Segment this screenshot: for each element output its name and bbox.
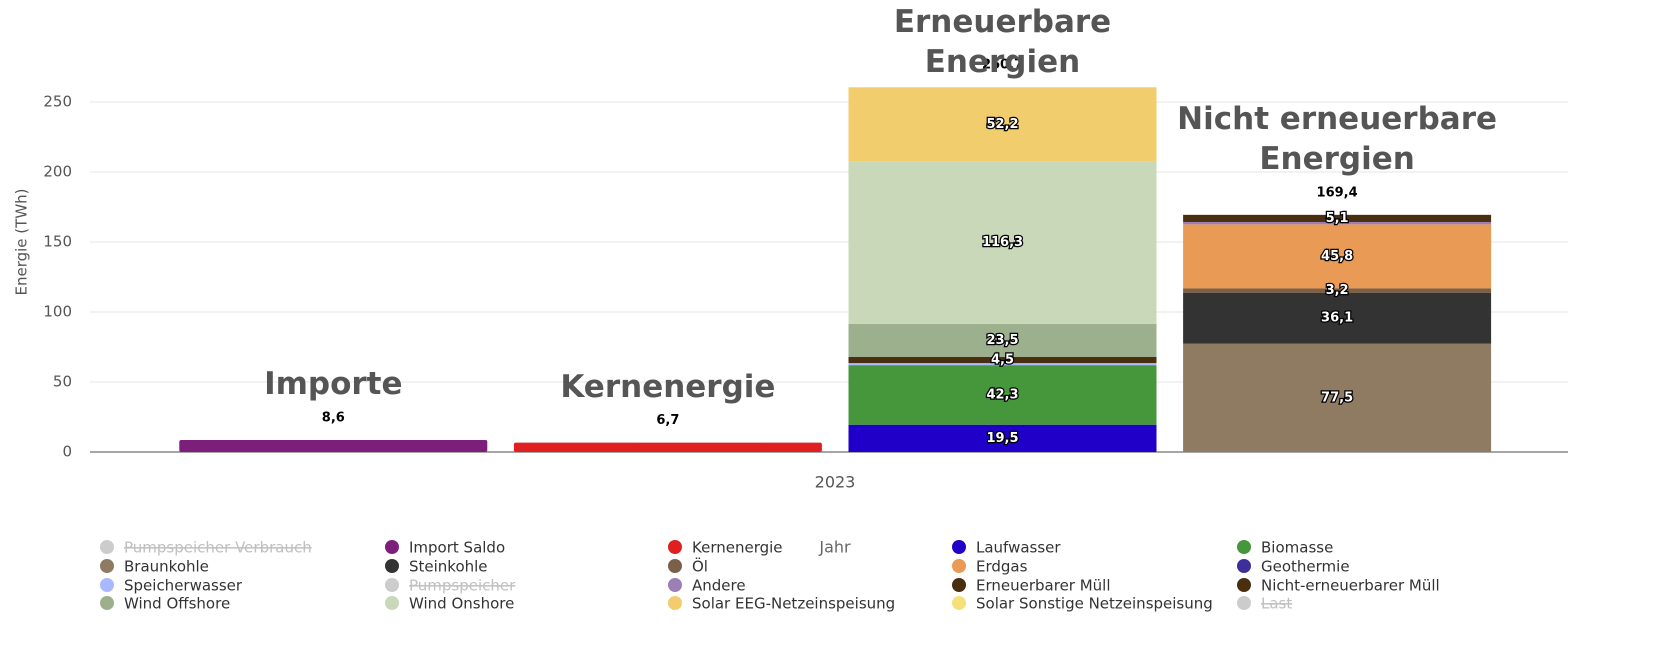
x-tick-label: 2023 [815,473,856,492]
data-label: 3,2 [1326,283,1349,298]
legend-label[interactable]: Import Saldo [409,539,505,557]
data-label: 116,3 [982,235,1023,250]
bar-segment [848,356,1157,364]
legend-marker [952,540,966,554]
legend-label[interactable]: Braunkohle [124,558,209,576]
stack-title: Importe [264,365,403,402]
data-label: 19,5 [986,431,1018,446]
bar-segment [848,161,1157,324]
y-axis-label: Energie (TWh) [13,188,31,295]
y-tick-label: 0 [62,443,72,461]
bar-segment [848,323,1157,357]
y-tick-label: 50 [53,373,72,391]
data-label: 77,5 [1321,390,1353,405]
bar-segment [848,363,1157,366]
legend-label[interactable]: Öl [692,557,708,576]
legend-marker [952,596,966,610]
stack-total-label: 169,4 [1317,185,1358,200]
legend-label[interactable]: Biomasse [1261,539,1333,557]
legend-marker [385,559,399,573]
data-label: 52,2 [986,117,1018,132]
bar-segment [1183,221,1492,225]
legend-label[interactable]: Steinkohle [409,558,488,576]
legend-marker [668,559,682,573]
legend-marker [100,578,114,592]
bar-segment [848,87,1157,88]
bar-segment [1183,288,1492,293]
legend-marker [1237,596,1251,610]
bar-segment [1183,343,1492,452]
legend-marker [100,540,114,554]
legend-marker [385,578,399,592]
y-tick-label: 250 [43,93,72,111]
legend-marker [385,540,399,554]
legend-marker [668,578,682,592]
legend-marker [952,578,966,592]
bar-segment [1183,292,1492,344]
stack-title: Kernenergie [560,368,776,405]
legend-label[interactable]: Pumpspeicher Verbrauch [124,539,312,557]
legend-label[interactable]: Nicht-erneuerbarer Müll [1261,577,1440,595]
legend-label[interactable]: Wind Onshore [409,595,514,613]
y-tick-label: 100 [43,303,72,321]
legend-marker [668,596,682,610]
data-label: 45,8 [1321,249,1353,264]
legend-marker [385,596,399,610]
legend-label[interactable]: Erdgas [976,558,1028,576]
legend-label[interactable]: Pumpspeicher [409,577,516,595]
bar-segment [848,88,1157,162]
legend-label[interactable]: Kernenergie [692,539,783,557]
legend-marker [1237,540,1251,554]
data-label: 4,5 [991,352,1014,367]
data-label: 8,6 [322,410,345,425]
legend-marker [1237,578,1251,592]
stack-total-label: 260,7 [982,58,1023,73]
bar-segment [848,365,1157,425]
data-label: 23,5 [986,333,1018,348]
y-tick-label: 200 [43,163,72,181]
data-label: 42,3 [986,388,1018,403]
legend-label[interactable]: Geothermie [1261,558,1350,576]
legend-label[interactable]: Laufwasser [976,539,1061,557]
data-label: 6,7 [656,413,679,428]
bar-segment [1183,224,1492,289]
y-tick-label: 150 [43,233,72,251]
data-label: 36,1 [1321,311,1353,326]
bar-segment [848,424,1157,452]
legend-label[interactable]: Speicherwasser [124,577,243,595]
bar-segment [1183,214,1492,222]
legend-label[interactable]: Andere [692,577,746,595]
legend-marker [668,540,682,554]
legend-label[interactable]: Erneuerbarer Müll [976,577,1111,595]
legend-label[interactable]: Solar Sonstige Netzeinspeisung [976,595,1213,613]
legend-label[interactable]: Wind Offshore [124,595,230,613]
legend-marker [952,559,966,573]
bar-segment [179,439,488,452]
stack-title: Erneuerbare Energien [893,4,1112,80]
legend-label[interactable]: Last [1261,595,1292,613]
legend-marker [100,596,114,610]
legend-label[interactable]: Solar EEG-Netzeinspeisung [692,595,895,613]
stack-title: Nicht erneuerbare Energien [1177,100,1498,177]
legend-marker [100,559,114,573]
x-axis-label: Jahr [818,538,851,557]
legend-marker [1237,559,1251,573]
bar-segment [513,442,822,452]
data-label: 5,1 [1326,211,1349,226]
